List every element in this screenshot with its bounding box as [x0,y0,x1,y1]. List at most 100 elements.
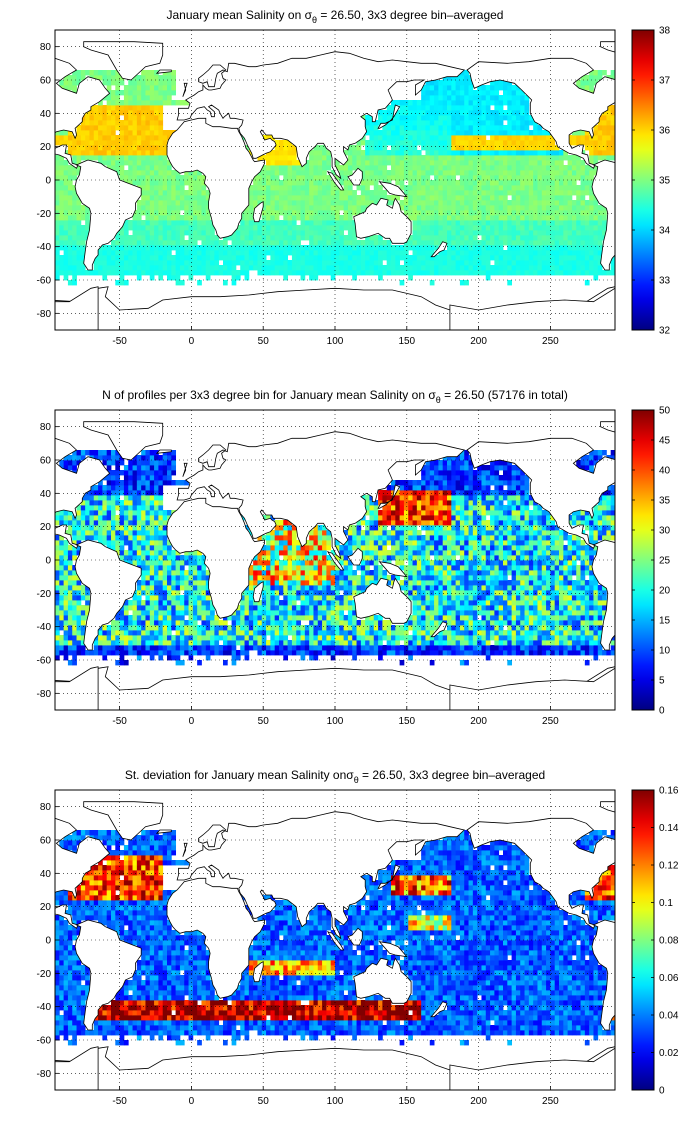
map-cell [399,165,405,171]
map-cell [365,195,370,201]
map-cell [244,245,250,251]
map-cell [576,140,581,146]
map-cell [369,140,375,146]
map-cell [132,80,138,86]
map-cell [507,610,513,616]
map-cell [490,620,495,626]
map-cell [244,640,250,646]
map-cell [175,205,181,211]
map-cell [455,260,461,266]
map-cell [317,620,323,626]
map-cell [360,175,366,181]
map-cell [477,100,482,106]
map-cell [317,610,323,616]
map-cell [421,265,426,271]
map-cell [520,180,525,186]
plot-title-prefix: January mean Salinity on [167,8,305,22]
map-cell [472,605,478,611]
map-cell [106,260,112,266]
map-cell [343,635,349,641]
map-cell [240,250,245,256]
map-cell [67,85,73,91]
map-cell [571,155,577,161]
map-cell [503,230,508,236]
map-cell [425,85,431,91]
map-cell [447,230,452,236]
map-cell [158,650,164,656]
map-cell [67,640,73,646]
map-cell [416,635,422,641]
map-cell [330,610,336,616]
map-cell [563,250,569,256]
map-cell [546,205,551,211]
map-cell [279,640,284,646]
map-cell [494,230,500,236]
map-cell [235,635,241,641]
map-cell [580,255,586,261]
map-cell [360,155,366,161]
map-cell [171,225,177,231]
map-cell [244,620,250,626]
map-cell [171,200,177,206]
map-cell [537,190,543,196]
map-cell [438,185,444,191]
map-cell [369,250,375,256]
map-cell [102,640,108,646]
map-cell [253,260,258,266]
map-cell [382,160,388,166]
map-cell [520,145,525,151]
map-cell [520,155,525,161]
map-cell [270,230,276,236]
map-cell [360,195,366,201]
map-cell [72,220,77,226]
map-cell [421,100,426,106]
map-cell [197,280,202,286]
map-cell [205,190,211,196]
map-cell [515,115,521,121]
map-cell [498,645,504,651]
map-cell [192,650,198,656]
map-cell [326,235,332,241]
map-cell [438,80,444,86]
map-cell [347,270,353,276]
map-cell [503,95,508,101]
map-cell [563,220,569,226]
map-cell [192,230,198,236]
map-cell [584,280,590,286]
map-cell [447,150,452,156]
map-cell [567,650,573,656]
map-cell [498,610,504,616]
map-cell [123,90,129,96]
map-cell [300,615,306,621]
map-cell [119,235,125,241]
map-cell [335,265,340,271]
map-cell [356,210,362,216]
map-cell [119,245,125,251]
map-cell [412,200,418,206]
map-cell [330,215,336,221]
map-cell [567,610,573,616]
map-cell [67,150,73,156]
map-cell [382,245,388,251]
map-cell [179,200,185,206]
map-cell [373,645,379,651]
map-cell [300,655,306,661]
map-cell [559,615,564,621]
map-cell [197,180,202,186]
map-cell [145,215,151,221]
map-cell [274,180,280,186]
map-cell [158,170,164,176]
map-cell [485,235,491,241]
map-cell [210,630,215,636]
map-cell [485,630,491,636]
map-cell [425,140,431,146]
map-cell [123,255,129,261]
map-cell [515,210,521,216]
map-cell [313,250,319,256]
map-cell [205,245,211,251]
map-cell [356,195,362,201]
map-cell [498,155,504,161]
map-cell [347,615,353,621]
map-cell [136,140,142,146]
map-cell [503,180,508,186]
